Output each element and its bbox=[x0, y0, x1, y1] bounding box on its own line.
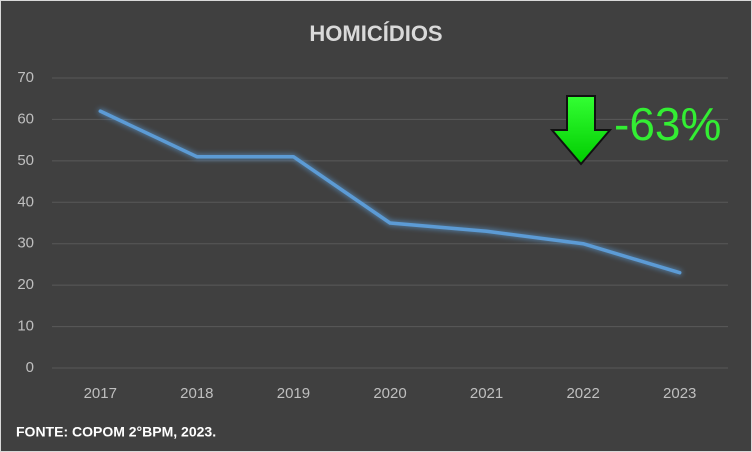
chart-title: HOMICÍDIOS bbox=[309, 21, 442, 46]
x-tick-label: 2019 bbox=[277, 385, 310, 402]
y-tick-label: 10 bbox=[17, 318, 34, 335]
x-tick-label: 2022 bbox=[566, 385, 599, 402]
annotation: -63% bbox=[614, 98, 721, 150]
y-tick-label: 40 bbox=[17, 193, 34, 210]
x-tick-label: 2020 bbox=[373, 385, 406, 402]
y-tick-label: 20 bbox=[17, 276, 34, 293]
x-tick-label: 2021 bbox=[470, 385, 503, 402]
y-tick-label: 70 bbox=[17, 69, 34, 86]
data-line bbox=[98, 109, 682, 275]
y-tick-label: 30 bbox=[17, 235, 34, 252]
down-arrow bbox=[549, 95, 613, 166]
source-note: FONTE: COPOM 2°BPM, 2023. bbox=[16, 424, 216, 440]
y-tick-label: 50 bbox=[17, 152, 34, 169]
y-tick-label: 60 bbox=[17, 110, 34, 127]
y-tick-label: 0 bbox=[26, 359, 34, 376]
x-tick-label: 2018 bbox=[180, 385, 213, 402]
x-tick-label: 2023 bbox=[663, 385, 696, 402]
plot-area: 0 10 20 30 40 50 60 70 2017 2018 2019 2020 2021 2022 2… bbox=[17, 69, 728, 402]
x-tick-label: 2017 bbox=[84, 385, 117, 402]
